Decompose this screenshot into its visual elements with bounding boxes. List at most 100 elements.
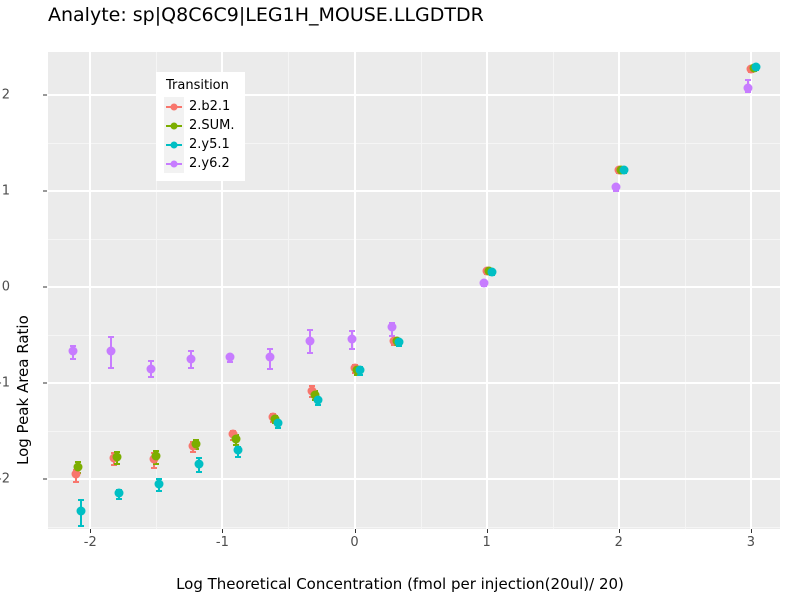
grid-line-horizontal — [48, 190, 780, 193]
y-axis-tick-label: -1 — [0, 375, 10, 391]
y-axis-tick-mark — [43, 478, 47, 480]
grid-line-minor-horizontal — [48, 143, 780, 145]
x-axis-tick-mark — [486, 529, 488, 533]
data-point — [154, 479, 164, 489]
data-point — [233, 445, 243, 455]
data-point — [305, 336, 315, 346]
data-point — [191, 439, 201, 449]
data-point — [71, 469, 81, 479]
data-point — [68, 346, 78, 356]
legend-item-label: 2.y5.1 — [189, 137, 230, 152]
legend-title: Transition — [166, 78, 229, 93]
y-axis-tick-label: 0 — [1, 279, 10, 295]
data-point — [347, 334, 357, 344]
grid-line-minor-vertical — [552, 52, 554, 529]
grid-line-minor-vertical — [420, 52, 422, 529]
error-bar-cap — [192, 448, 199, 451]
legend: Transition 2.b2.1 2.SUM. 2.y5.1 2.y6.2 — [156, 72, 245, 181]
legend-item-2-sum-[interactable]: 2.SUM. — [164, 116, 235, 135]
legend-item-label: 2.b2.1 — [189, 99, 231, 114]
data-point — [751, 62, 761, 72]
error-bar-cap — [148, 360, 155, 363]
y-axis-tick-label: 2 — [1, 87, 10, 103]
data-point — [112, 452, 122, 462]
data-point — [265, 352, 275, 362]
x-axis-tick-mark — [354, 529, 356, 533]
error-bar-cap — [195, 457, 202, 460]
error-bar-cap — [227, 361, 234, 364]
grid-line-vertical — [353, 52, 356, 529]
error-bar-cap — [190, 451, 197, 454]
error-bar-cap — [306, 352, 313, 355]
error-bar-cap — [155, 489, 162, 492]
grid-line-minor-horizontal — [48, 239, 780, 241]
error-bar-cap — [306, 329, 313, 332]
x-axis-tick-mark — [750, 529, 752, 533]
legend-item-2-b2-1[interactable]: 2.b2.1 — [164, 97, 235, 116]
legend-item-2-y5-1[interactable]: 2.y5.1 — [164, 135, 235, 154]
x-axis-tick-mark — [222, 529, 224, 533]
error-bar-cap — [78, 499, 85, 502]
error-bar-cap — [155, 478, 162, 481]
error-bar-cap — [356, 374, 363, 377]
error-bar-cap — [72, 481, 79, 483]
x-axis-tick-label: -2 — [83, 535, 97, 550]
error-bar-cap — [266, 367, 273, 370]
legend-key-icon — [164, 154, 184, 173]
data-point — [313, 395, 323, 405]
grid-line-vertical — [617, 52, 620, 529]
error-bar-cap — [108, 336, 115, 339]
grid-line-vertical — [749, 52, 752, 529]
error-bar-cap — [388, 335, 395, 338]
data-point — [355, 365, 365, 375]
error-bar-cap — [70, 344, 77, 347]
legend-item-label: 2.y6.2 — [189, 156, 230, 171]
y-axis-tick-label: -2 — [0, 471, 10, 487]
y-axis-tick-mark — [43, 190, 47, 192]
error-bar-cap — [232, 443, 239, 446]
error-bar-cap — [187, 366, 194, 369]
data-point — [479, 278, 489, 288]
grid-line-minor-vertical — [684, 52, 686, 529]
data-point — [487, 267, 497, 277]
y-axis-tick-mark — [43, 94, 47, 96]
x-axis-tick-label: 1 — [482, 535, 491, 550]
data-point — [114, 488, 124, 498]
error-bar-cap — [78, 525, 85, 528]
data-point — [611, 182, 621, 192]
grid-line-horizontal — [48, 94, 780, 97]
error-bar-cap — [348, 347, 355, 350]
data-point — [225, 352, 235, 362]
error-bar-cap — [153, 462, 160, 465]
x-axis-tick-label: 2 — [614, 535, 623, 550]
data-point — [194, 459, 204, 469]
error-bar-cap — [274, 427, 281, 430]
x-axis-tick-label: 3 — [746, 535, 756, 550]
data-point — [619, 165, 629, 175]
error-bar-cap — [75, 460, 82, 463]
error-bar-cap — [314, 404, 321, 407]
legend-item-2-y6-2[interactable]: 2.y6.2 — [164, 154, 235, 173]
data-point — [310, 390, 320, 400]
grid-line-horizontal — [48, 286, 780, 289]
error-bar-cap — [235, 456, 242, 459]
error-bar-cap — [745, 78, 752, 81]
x-axis-title: Log Theoretical Concentration (fmol per … — [176, 575, 624, 593]
x-axis-tick-mark — [618, 529, 620, 533]
data-point — [146, 364, 156, 374]
legend-key-icon — [164, 97, 184, 116]
error-bar-cap — [70, 358, 77, 361]
error-bar-cap — [187, 350, 194, 353]
error-bar-cap — [148, 376, 155, 379]
data-point — [186, 354, 196, 364]
page-title: Analyte: sp|Q8C6C9|LEG1H_MOUSE.LLGDTDR — [48, 4, 484, 26]
data-point — [106, 346, 116, 356]
legend-key-icon — [164, 116, 184, 135]
legend-item-label: 2.SUM. — [189, 118, 235, 133]
grid-line-vertical — [485, 52, 488, 529]
grid-line-minor-vertical — [156, 52, 158, 529]
data-point — [270, 414, 280, 424]
x-axis-tick-label: 0 — [350, 535, 359, 550]
y-axis-tick-mark — [43, 382, 47, 384]
